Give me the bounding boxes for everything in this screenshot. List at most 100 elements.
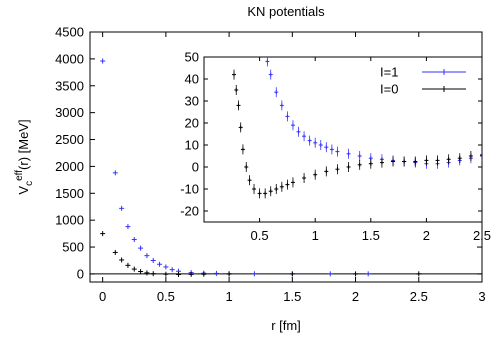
inset-x-tick-label: 1 <box>312 228 319 243</box>
inset-y-tick-label: 40 <box>185 72 199 87</box>
inset-point-s0 <box>346 148 351 159</box>
inset-x-tick-label: 1.5 <box>362 228 380 243</box>
inset-point-s0 <box>296 126 301 137</box>
inset-point-s1 <box>391 156 396 167</box>
inset-point-s0 <box>302 131 307 142</box>
main-point-s1 <box>289 271 295 277</box>
y-tick-label: 2000 <box>55 159 84 174</box>
inset-point-s1 <box>335 164 340 175</box>
y-tick-label: 4500 <box>55 25 84 40</box>
inset-point-s0 <box>279 100 284 111</box>
inset-point-s1 <box>446 154 451 165</box>
main-point-s0 <box>157 261 163 267</box>
main-point-s0 <box>169 267 175 273</box>
main-point-s0 <box>163 264 169 270</box>
main-point-s0 <box>365 271 371 277</box>
x-tick-label: 0 <box>99 289 106 304</box>
inset-point-s0 <box>274 87 279 98</box>
inset-point-s1 <box>302 173 307 183</box>
inset-point-s1 <box>435 155 440 166</box>
y-tick-label: 3500 <box>55 78 84 93</box>
inset-point-s1 <box>263 188 268 199</box>
inset-y-tick-label: 20 <box>185 116 199 131</box>
main-point-s1 <box>163 271 169 277</box>
inset-data <box>232 57 482 199</box>
inset-x-tick-label: 2.5 <box>473 228 491 243</box>
inset-point-s1 <box>240 144 245 155</box>
x-tick-label: 1 <box>225 289 232 304</box>
inset-point-s1 <box>290 177 295 188</box>
inset-y-tick-label: -20 <box>180 204 199 219</box>
inset-point-s1 <box>285 179 290 190</box>
main-point-s0 <box>119 205 125 211</box>
inset-point-s0 <box>268 69 273 80</box>
inset-point-s1 <box>368 158 373 169</box>
inset-point-s0 <box>324 142 329 153</box>
main-point-s0 <box>131 237 137 243</box>
y-tick-label: 1000 <box>55 213 84 228</box>
inset-point-s1 <box>268 186 273 197</box>
inset-point-s0 <box>265 57 270 67</box>
main-point-s1 <box>201 271 207 277</box>
inset-point-s1 <box>457 153 462 164</box>
inset-point-s1 <box>413 156 418 167</box>
main-point-s1 <box>176 271 182 277</box>
y-tick-label: 3000 <box>55 105 84 120</box>
main-point-s1 <box>125 262 131 268</box>
inset-point-s0 <box>480 151 482 161</box>
inset-point-s1 <box>238 122 243 133</box>
main-point-s0 <box>138 245 144 251</box>
y-tick-label: 500 <box>62 240 84 255</box>
chart-title: KN potentials <box>247 4 325 19</box>
inset-point-s0 <box>318 140 323 150</box>
main-point-s1 <box>144 270 150 276</box>
inset-point-s1 <box>424 155 429 166</box>
inset-frame <box>203 56 483 223</box>
inset-y-tick-label: 10 <box>185 138 199 153</box>
main-point-s1 <box>119 257 125 263</box>
main-point-s0 <box>100 58 106 64</box>
inset-x-tick-label: 2 <box>423 228 430 243</box>
main-point-s1 <box>131 266 137 272</box>
y-tick-label: 4000 <box>55 51 84 66</box>
y-axis-label: Vceff(r) [MeV] <box>14 119 35 194</box>
inset-point-s0 <box>335 146 340 157</box>
inset-point-s1 <box>468 151 473 161</box>
main-point-s1 <box>138 269 144 275</box>
inset-point-s1 <box>257 188 262 199</box>
main-point-s0 <box>327 271 333 277</box>
main-point-s0 <box>144 253 150 259</box>
inset-point-s1 <box>234 85 239 95</box>
inset-point-s0 <box>313 137 318 148</box>
inset-point-s1 <box>379 157 384 168</box>
inset-point-s1 <box>236 100 241 111</box>
inset-x-tick-label: 0.5 <box>251 228 269 243</box>
inset-point-s1 <box>274 184 279 194</box>
inset-point-s1 <box>244 162 249 172</box>
y-tick-label: 0 <box>77 266 84 281</box>
main-point-s0 <box>112 170 118 176</box>
main-point-s1 <box>416 271 422 277</box>
legend-label: I=1 <box>380 65 398 80</box>
x-tick-label: 1.5 <box>283 289 301 304</box>
inset-point-s1 <box>480 149 482 160</box>
legend-marker <box>441 86 447 92</box>
legend-marker <box>441 69 447 75</box>
inset-point-s1 <box>279 181 284 192</box>
inset-point-s1 <box>247 175 252 186</box>
inset-point-s1 <box>313 169 318 180</box>
inset-point-s0 <box>357 151 362 161</box>
inset-y-tick-label: 50 <box>185 50 199 65</box>
main-point-s1 <box>353 271 359 277</box>
main-point-s1 <box>226 271 232 277</box>
legend-label: I=0 <box>380 82 398 97</box>
y-tick-label: 1500 <box>55 186 84 201</box>
inset-point-s0 <box>285 111 290 122</box>
inset-y-tick-label: 30 <box>185 94 199 109</box>
inset-point-s0 <box>290 120 295 131</box>
x-tick-label: 2.5 <box>410 289 428 304</box>
main-point-s1 <box>150 271 156 277</box>
inset-y-tick-label: -10 <box>180 182 199 197</box>
main-point-s1 <box>112 249 118 255</box>
x-tick-label: 0.5 <box>157 289 175 304</box>
